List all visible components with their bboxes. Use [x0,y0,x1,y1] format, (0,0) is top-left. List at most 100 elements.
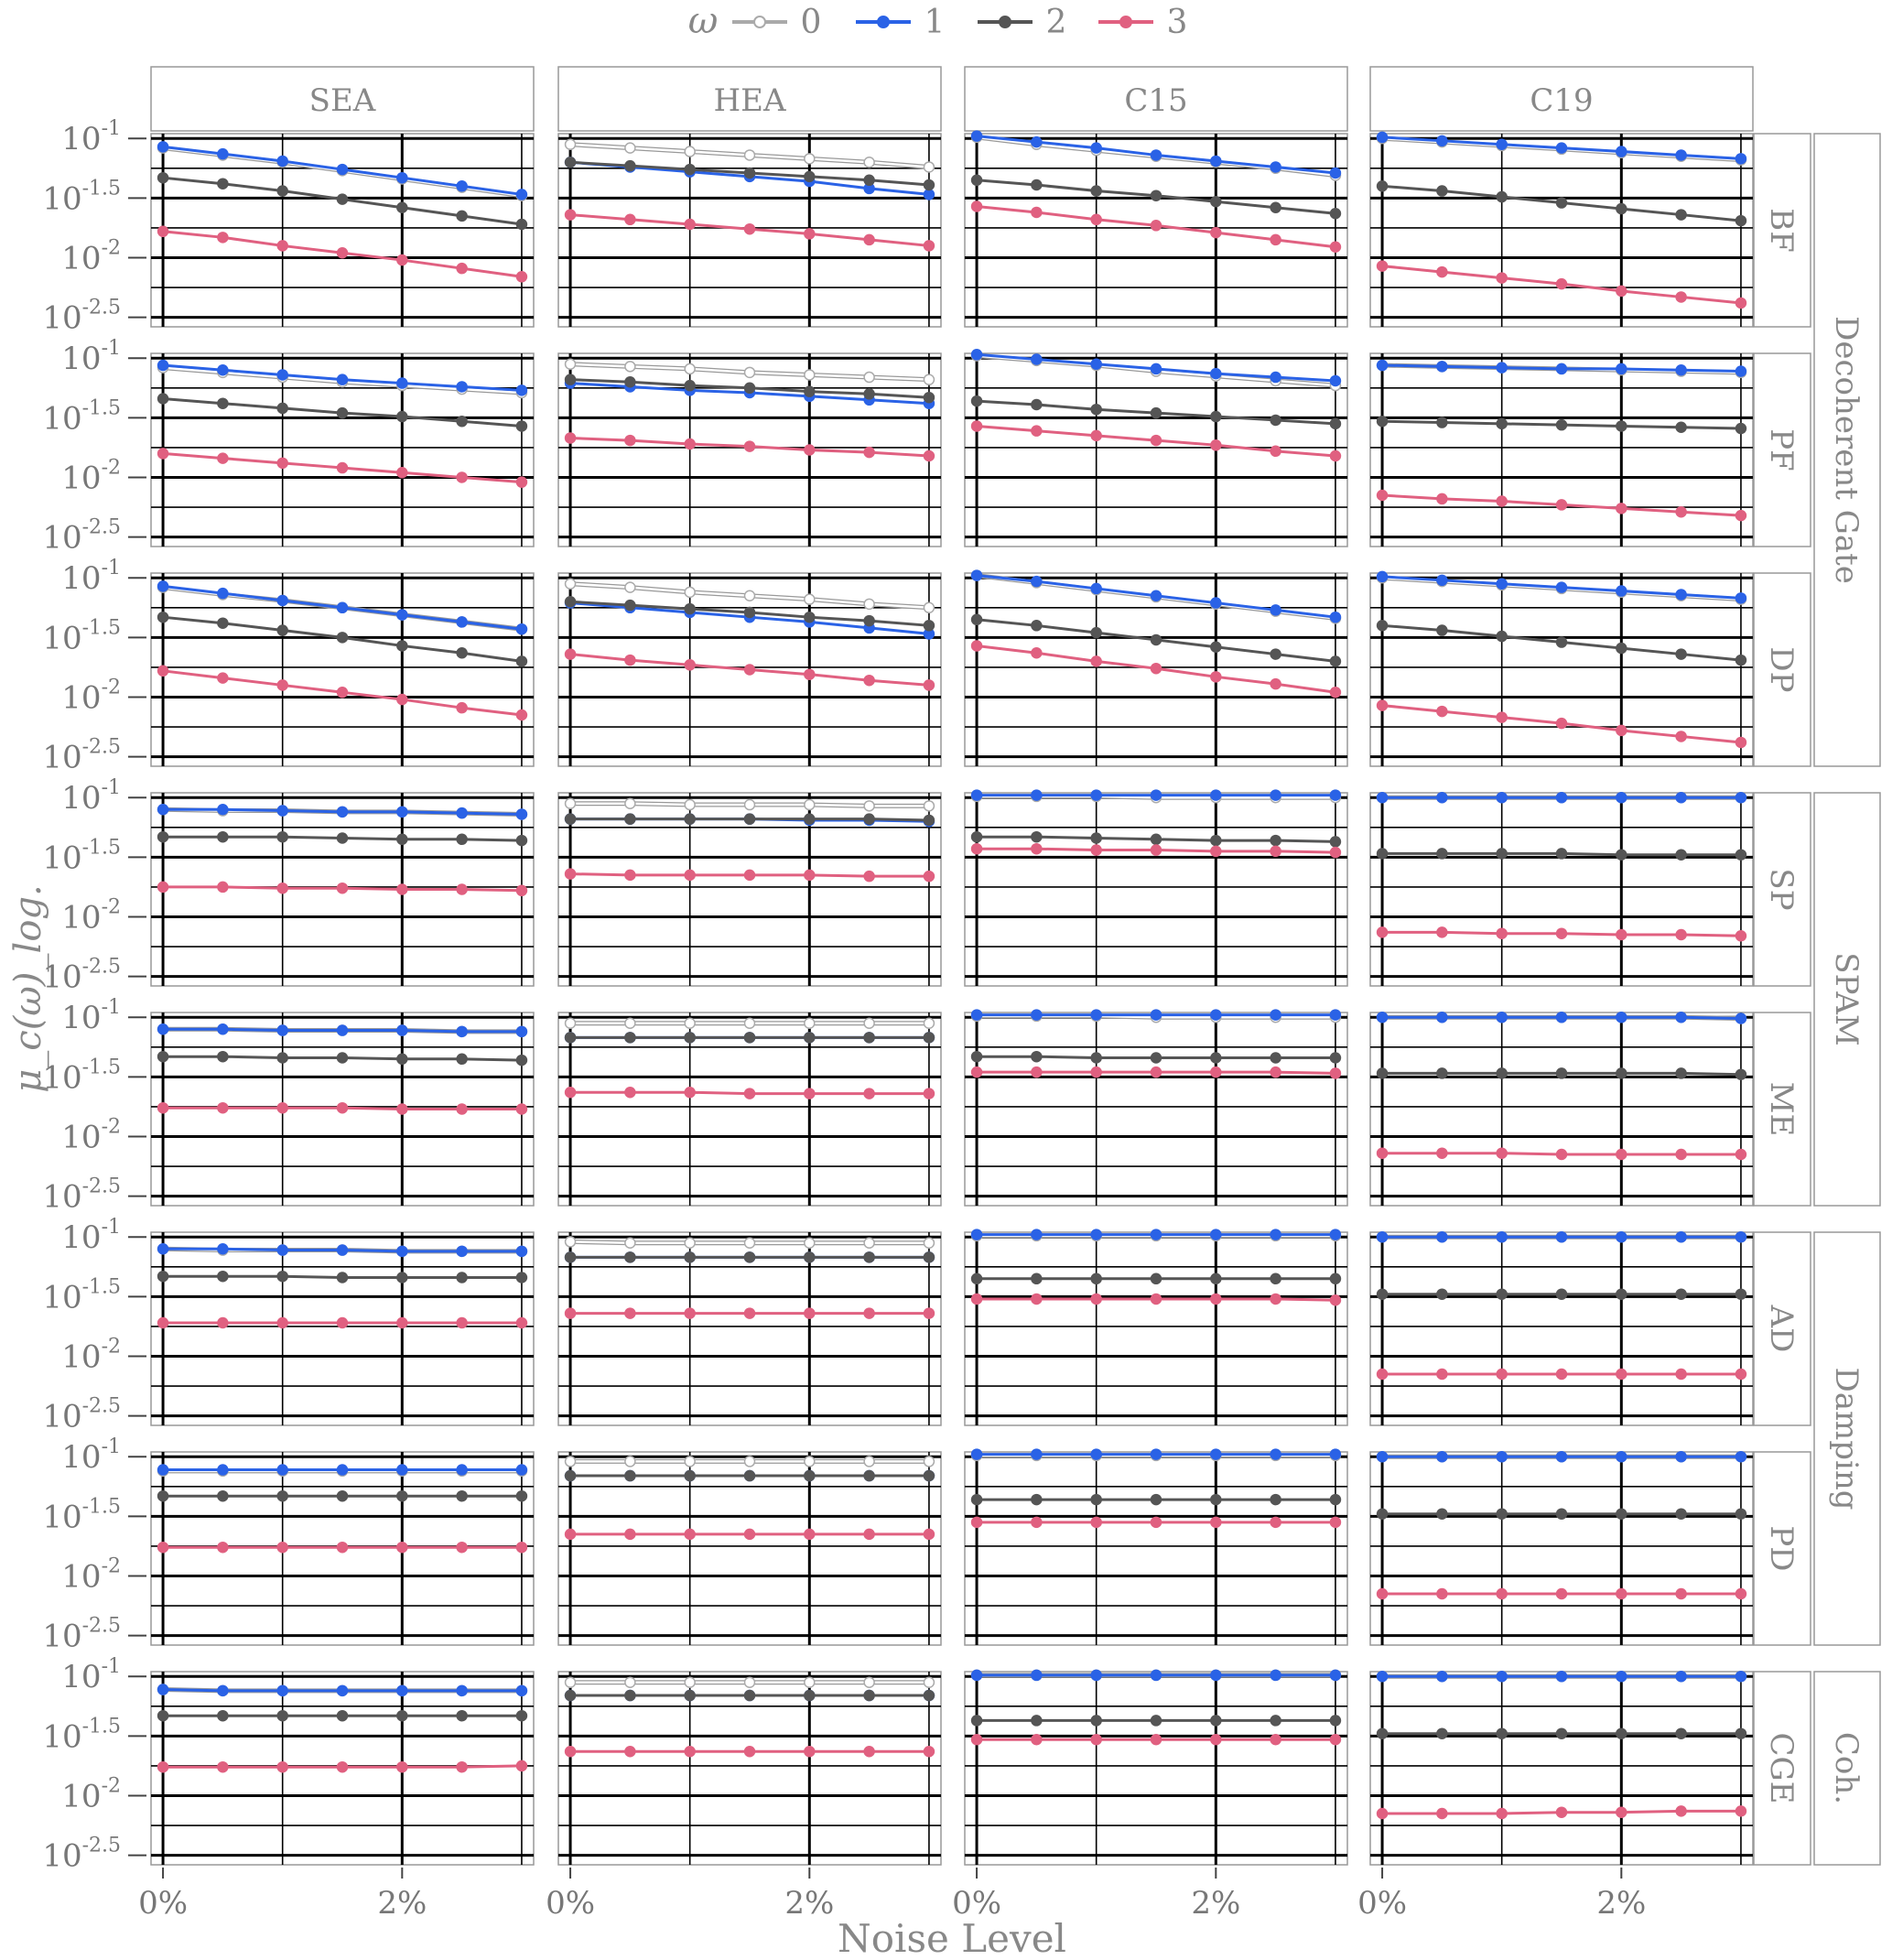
data-point-omega-3 [743,222,756,235]
data-point-omega-2 [970,395,983,407]
x-tick-label: 0% [1357,1885,1407,1922]
data-point-omega-1 [1090,358,1102,370]
data-point-omega-3 [217,1760,229,1773]
data-point-omega-1 [1496,138,1508,150]
x-tick-label: 2% [784,1885,834,1922]
data-point-omega-1 [1616,363,1627,375]
data-point-omega-3 [217,232,229,244]
row-strip [1753,1231,1811,1426]
data-point-omega-1 [396,1464,408,1476]
data-point-omega-2 [1270,1493,1281,1506]
data-point-omega-2 [1436,1727,1448,1739]
data-point-omega-2 [456,1709,468,1722]
data-point-omega-1 [336,163,349,176]
data-point-omega-2 [336,632,349,644]
axis-tick-labels: 10-110-1.510-210-2.510-110-1.510-210-2.5… [42,117,1646,1922]
data-point-omega-1 [157,580,169,592]
data-point-omega-2 [1270,201,1281,214]
data-point-omega-1 [1150,1229,1162,1240]
column-strip-label: C19 [1530,82,1593,119]
data-point-omega-1 [515,1464,528,1476]
data-point-omega-2 [1496,1288,1508,1300]
data-point-omega-0 [863,371,875,384]
data-point-omega-2 [743,1469,756,1482]
data-point-omega-2 [1329,655,1342,667]
data-point-omega-1 [1496,578,1508,590]
data-point-omega-3 [804,869,816,882]
row-strip [1753,1671,1811,1866]
data-point-omega-3 [923,1307,935,1319]
data-point-omega-0 [684,1676,696,1688]
panel-C15-SP [964,789,1348,987]
data-point-omega-3 [804,1528,816,1541]
data-point-omega-1 [396,1024,408,1036]
data-point-omega-1 [336,806,349,818]
data-point-omega-2 [157,171,169,184]
data-point-omega-1 [1210,1669,1222,1682]
data-point-omega-3 [1616,285,1627,298]
data-point-omega-2 [515,1272,528,1283]
data-point-omega-2 [336,1709,349,1722]
data-point-omega-3 [1210,845,1222,858]
data-point-omega-3 [1376,699,1389,711]
data-point-omega-3 [863,446,875,459]
data-point-omega-1 [1376,1450,1389,1463]
data-point-omega-2 [970,1272,983,1285]
data-point-omega-3 [804,1307,816,1319]
data-point-omega-3 [1616,1806,1627,1818]
data-point-omega-1 [1031,1669,1043,1682]
data-point-omega-3 [1031,1733,1043,1746]
data-point-omega-2 [1496,848,1508,860]
x-axis-title: Noise Level [838,1916,1066,1960]
data-point-omega-3 [456,1760,468,1773]
data-point-omega-2 [276,185,288,197]
data-point-omega-2 [863,813,875,825]
data-point-omega-2 [1616,642,1627,655]
data-point-omega-3 [1555,927,1568,939]
data-point-omega-3 [1150,434,1162,447]
data-point-omega-2 [217,178,229,190]
data-point-omega-3 [1376,1368,1389,1381]
panel-C15-DP [964,569,1348,767]
y-tick-label: 10-2 [61,456,121,496]
data-point-omega-1 [456,1245,468,1258]
data-point-omega-1 [1675,1011,1687,1023]
data-point-omega-2 [1496,1508,1508,1520]
data-point-omega-1 [336,1464,349,1476]
data-point-omega-3 [217,452,229,464]
data-point-omega-1 [396,1245,408,1258]
data-point-omega-1 [1675,1230,1687,1243]
data-point-omega-3 [1555,1806,1568,1818]
data-point-omega-2 [456,1272,468,1283]
data-point-omega-1 [157,141,169,153]
data-point-omega-1 [1675,1450,1687,1463]
data-point-omega-2 [1735,1508,1747,1520]
data-point-omega-3 [396,466,408,479]
data-point-omega-3 [863,1307,875,1319]
data-point-omega-2 [1090,1493,1102,1506]
data-point-omega-3 [1436,1587,1448,1600]
data-point-omega-3 [1496,711,1508,723]
data-point-omega-2 [564,1689,577,1702]
data-point-omega-3 [684,438,696,450]
data-point-omega-3 [804,228,816,240]
data-point-omega-1 [1616,1230,1627,1243]
data-point-omega-3 [684,869,696,882]
x-tick-label: 0% [546,1885,595,1922]
data-point-omega-2 [1496,630,1508,643]
panel-HEA-ME [557,1012,942,1207]
data-point-omega-1 [276,1684,288,1697]
data-point-omega-2 [1735,422,1747,435]
y-axis-title: μ_c(ω)_log. [7,884,49,1092]
data-point-omega-2 [863,388,875,400]
data-point-omega-3 [1735,930,1747,942]
data-point-omega-2 [1616,1508,1627,1520]
data-point-omega-2 [1270,1272,1281,1285]
data-point-omega-2 [624,1251,636,1263]
data-point-omega-3 [217,1541,229,1554]
data-point-omega-0 [804,1237,816,1249]
data-point-omega-1 [336,1244,349,1256]
data-point-omega-2 [1616,420,1627,432]
data-point-omega-1 [217,1023,229,1035]
data-point-omega-1 [515,384,528,396]
